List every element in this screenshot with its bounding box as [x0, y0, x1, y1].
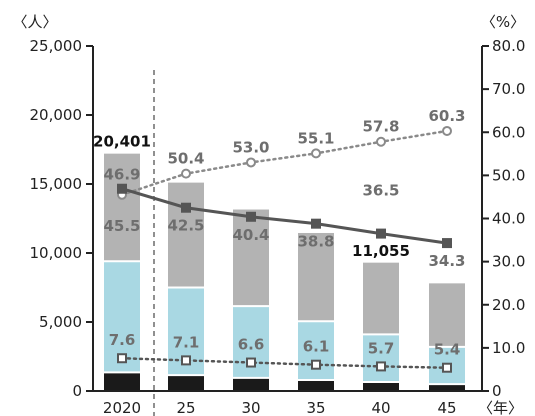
series-line-3 — [120, 356, 449, 369]
left-axis-tick-label: 5,000 — [39, 313, 82, 331]
series-data-label: 40.4 — [232, 226, 269, 244]
left-axis-unit: 〈人〉 — [12, 13, 57, 31]
x-tick-label: 25 — [176, 399, 195, 416]
x-tick-label: 30 — [241, 399, 260, 416]
series-marker — [181, 202, 191, 213]
bar-segment — [233, 209, 269, 307]
series-data-label: 5.7 — [368, 339, 395, 357]
series-marker — [376, 228, 386, 239]
series-marker — [246, 211, 256, 222]
right-axis-tick-label: 50.0 — [492, 166, 525, 184]
bar-segment — [429, 384, 465, 391]
series-data-label: 57.8 — [362, 118, 399, 136]
series-data-label: 45.5 — [103, 217, 140, 235]
left-axis-tick-label: 25,000 — [30, 37, 83, 55]
series-data-label: 60.3 — [428, 107, 465, 125]
series-marker — [311, 359, 321, 370]
right-axis-tick-label: 20.0 — [492, 296, 525, 314]
right-axis-tick-label: 70.0 — [492, 80, 525, 98]
x-tick-label: 2020 — [103, 399, 141, 416]
series-marker — [376, 361, 386, 372]
series-marker — [442, 238, 452, 249]
series-marker — [246, 357, 256, 368]
right-axis-unit: 〈%〉 — [481, 13, 525, 31]
series-data-label: 34.3 — [428, 252, 465, 270]
bar-segment — [298, 379, 334, 391]
series-data-label: 36.5 — [362, 182, 399, 200]
bar-segment — [104, 153, 140, 262]
bar-segment — [168, 375, 204, 391]
axis-layer: 0 5,000 10,000 15,000 20,000 25,000 〈人〉 0 10.0 20… — [12, 13, 525, 416]
left-axis-tick-label: 15,000 — [30, 175, 83, 193]
bar-segment — [363, 262, 399, 335]
series-data-label: 38.8 — [297, 233, 334, 251]
series-data-label: 42.5 — [167, 217, 204, 235]
series-marker — [376, 136, 386, 147]
bar-segment — [363, 382, 399, 391]
series-data-label: 6.6 — [238, 336, 265, 354]
left-axis-tick-label: 20,000 — [30, 106, 83, 124]
series-marker — [181, 355, 191, 366]
x-tick-label: 40 — [371, 399, 390, 416]
bar-segment — [298, 321, 334, 380]
series-line-2 — [120, 187, 449, 245]
bar-layer — [104, 153, 465, 391]
left-axis-tick-label: 0 — [72, 382, 82, 400]
bar-segment — [168, 182, 204, 288]
series-data-label: 55.1 — [297, 129, 334, 147]
bar-segment — [429, 283, 465, 347]
series-data-label: 46.9 — [103, 166, 140, 184]
series-marker — [117, 183, 127, 194]
series-marker — [311, 218, 321, 229]
series-marker — [311, 148, 321, 159]
series-marker — [181, 168, 191, 179]
right-axis-tick-label: 0 — [492, 382, 502, 400]
bar-segment — [363, 334, 399, 383]
right-axis-tick-label: 30.0 — [492, 253, 525, 271]
series-data-label: 5.4 — [434, 341, 461, 359]
series-data-label: 50.4 — [167, 150, 204, 168]
series-marker — [442, 125, 452, 136]
bar-total-label: 11,055 — [352, 242, 410, 260]
right-axis-tick-label: 10.0 — [492, 339, 525, 357]
series-data-label: 6.1 — [303, 338, 330, 356]
right-axis-tick-label: 60.0 — [492, 123, 525, 141]
series-data-label: 7.6 — [109, 331, 136, 349]
x-tick-label: 45 — [437, 399, 456, 416]
series-marker — [442, 362, 452, 373]
series-marker — [246, 157, 256, 168]
right-axis-tick-label: 40.0 — [492, 210, 525, 228]
left-axis-tick-label: 10,000 — [30, 244, 83, 262]
right-axis-tick-label: 80.0 — [492, 37, 525, 55]
x-axis-unit: 〈年〉 — [478, 399, 523, 416]
series-data-label: 7.1 — [173, 333, 200, 351]
x-tick-label: 35 — [306, 399, 325, 416]
label-layer: 45.5 50.4 53.0 55.1 57.8 60.3 46.9 42.5 40.4 38.8… — [93, 107, 465, 359]
series-marker — [117, 353, 127, 364]
bar-segment — [104, 372, 140, 391]
bar-total-label: 20,401 — [93, 133, 151, 151]
series-line-1 — [120, 129, 449, 197]
line-layer — [117, 125, 452, 373]
series-data-label: 53.0 — [232, 138, 269, 156]
bar-segment — [298, 232, 334, 322]
bar-segment — [233, 377, 269, 391]
